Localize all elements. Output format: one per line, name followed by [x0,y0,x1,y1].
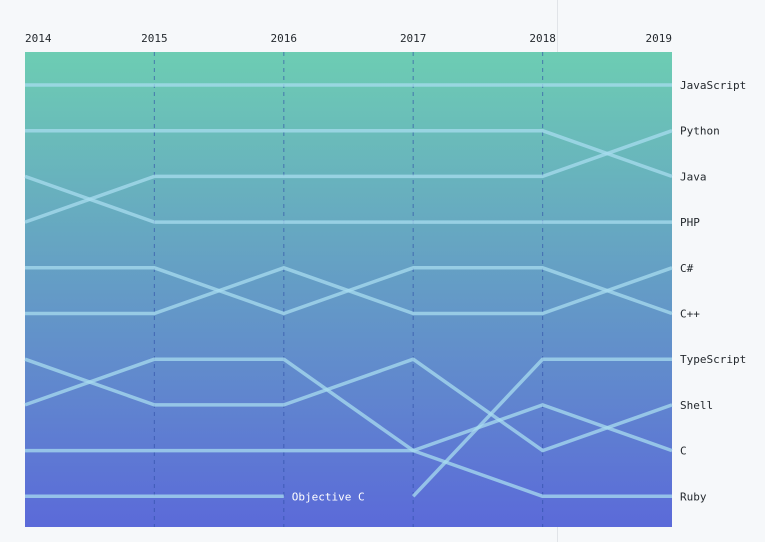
series-line-shell [24,357,673,453]
series-label-objective-c: Objective C [292,490,365,503]
series-label-c: C# [680,262,694,275]
series-label-c: C++ [680,308,700,321]
series-label-shell: Shell [680,399,713,412]
series-label-ruby: Ruby [680,490,707,503]
series-line-c [25,266,673,316]
series-line-java [25,128,673,179]
x-tick-label-2017: 2017 [400,32,427,45]
x-tick-label-2018: 2018 [529,32,556,45]
series-label-python: Python [680,125,720,138]
x-tick-label-2019: 2019 [646,32,673,45]
series-label-javascript: JavaScript [680,79,746,92]
series-label-java: Java [680,170,707,183]
series-label-typescript: TypeScript [680,353,746,366]
x-tick-label-2015: 2015 [141,32,168,45]
series-line-php [24,174,672,224]
series-line-typescript [411,357,672,498]
x-tick-label-2016: 2016 [271,32,298,45]
series-line-c [24,357,673,453]
series-label-php: PHP [680,216,700,229]
series-line-python [24,129,673,224]
series-line-ruby [25,448,672,499]
series-label-c: C [680,445,687,458]
x-tick-label-2014: 2014 [25,32,52,45]
